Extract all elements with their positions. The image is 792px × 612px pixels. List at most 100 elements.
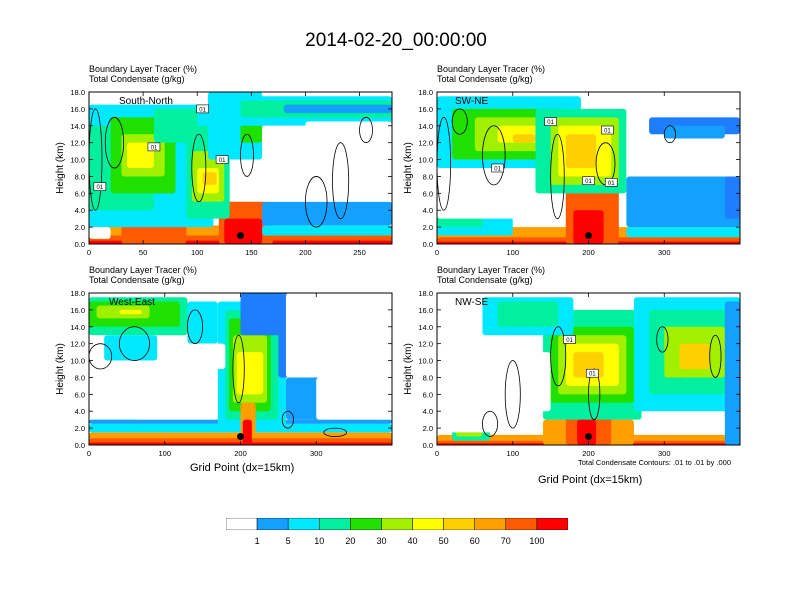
colorbar-swatch xyxy=(474,518,507,530)
contour-line xyxy=(281,410,294,429)
y-tick-label: 16.0 xyxy=(70,105,85,114)
colorbar-label: 40 xyxy=(407,536,418,546)
colorbar-label: 20 xyxy=(345,536,356,546)
heatmap-cell xyxy=(437,343,536,433)
y-tick-label: 12.0 xyxy=(70,139,85,148)
contour-label-box xyxy=(544,117,557,126)
contour-label: 01 xyxy=(566,338,573,344)
y-tick-label: 18.0 xyxy=(418,88,433,97)
colorbar-swatch xyxy=(287,518,320,530)
contour-line xyxy=(187,309,204,345)
contour-label: 01 xyxy=(608,181,615,187)
x-tick-label: 300 xyxy=(310,449,323,458)
colorbar-swatch xyxy=(350,518,382,530)
contour-label-box xyxy=(215,155,229,164)
y-tick-label: 2.0 xyxy=(423,223,433,232)
contour-line xyxy=(118,326,150,361)
contour-line xyxy=(482,410,498,437)
contour-line xyxy=(550,326,567,387)
heatmap-cell xyxy=(126,142,154,168)
y-axis-label: Height (km) xyxy=(55,142,66,194)
contour-line xyxy=(550,133,565,220)
heatmap-cell xyxy=(626,227,740,238)
plot-frame xyxy=(88,91,393,245)
panel-header-line1: Boundary Layer Tracer (%) xyxy=(437,265,546,275)
y-tick-label: 10.0 xyxy=(418,357,433,366)
colorbar-label: 70 xyxy=(500,536,511,546)
heatmap-cell xyxy=(262,225,392,236)
contour-line xyxy=(191,133,207,203)
y-tick-label: 4.0 xyxy=(75,206,85,215)
y-tick-label: 6.0 xyxy=(423,189,433,198)
panel-header-line1: Boundary Layer Tracer (%) xyxy=(437,64,546,74)
y-axis-label: Height (km) xyxy=(403,343,414,395)
y-tick-label: 14.0 xyxy=(418,323,433,332)
contour-label: 01 xyxy=(96,185,103,191)
colorbar-label: 50 xyxy=(438,536,449,546)
heatmap-field xyxy=(89,293,392,445)
panel-header-west-east: Boundary Layer Tracer (%) Total Condensa… xyxy=(89,265,197,285)
heatmap-cell xyxy=(224,218,263,244)
location-marker xyxy=(585,232,592,240)
x-tick-label: 200 xyxy=(582,449,595,458)
y-tick-label: 8.0 xyxy=(75,172,85,181)
y-tick-label: 10.0 xyxy=(70,156,85,165)
page-title: 2014-02-20_00:00:00 xyxy=(305,30,487,51)
y-tick-label: 8.0 xyxy=(423,172,433,181)
location-marker xyxy=(237,433,244,441)
heatmap-cell xyxy=(512,134,536,143)
panel-title: SW-NE xyxy=(455,96,488,107)
y-axis-label: Height (km) xyxy=(55,343,66,395)
contour-label-box xyxy=(196,104,209,114)
x-tick-label: 0 xyxy=(87,248,91,257)
y-tick-label: 16.0 xyxy=(70,306,85,315)
contour-label: 01 xyxy=(494,167,501,173)
x-tick-label: 100 xyxy=(191,248,204,257)
y-tick-label: 10.0 xyxy=(418,156,433,165)
colorbar-swatch xyxy=(226,518,258,530)
x-tick-label: 300 xyxy=(658,449,671,458)
x-tick-label: 150 xyxy=(245,248,258,257)
y-tick-label: 6.0 xyxy=(75,189,85,198)
contour-label: 01 xyxy=(547,120,554,126)
x-tick-label: 0 xyxy=(435,248,439,257)
colorbar-label: 30 xyxy=(376,536,387,546)
heatmap-cell xyxy=(89,227,111,239)
contour-line xyxy=(709,334,722,378)
heatmap-cell xyxy=(679,343,710,369)
heatmap-cell xyxy=(512,352,551,412)
contour-label-box xyxy=(585,368,599,378)
y-tick-label: 14.0 xyxy=(70,323,85,332)
y-tick-label: 6.0 xyxy=(423,390,433,399)
heatmap-cell xyxy=(316,377,392,420)
contour-line xyxy=(232,334,245,404)
colorbar-swatch xyxy=(412,518,444,530)
heatmap-cell xyxy=(577,419,597,445)
x-tick-label: 0 xyxy=(435,449,439,458)
heatmap-cell xyxy=(104,335,158,361)
x-tick-label: 50 xyxy=(139,248,147,257)
y-tick-label: 10.0 xyxy=(70,357,85,366)
contour-line xyxy=(323,427,347,437)
heatmap-cell xyxy=(283,104,392,114)
heatmap-cell xyxy=(565,134,597,168)
panel-header-nw-se: Boundary Layer Tracer (%) Total Condensa… xyxy=(437,265,545,285)
y-axis-label: Height (km) xyxy=(403,142,414,194)
heatmap-cell xyxy=(437,293,483,344)
heatmap-cell xyxy=(626,176,740,228)
panel-header-south-north: Boundary Layer Tracer (%) Total Condensa… xyxy=(89,64,197,84)
colorbar-label: 5 xyxy=(285,536,291,546)
y-tick-label: 16.0 xyxy=(418,105,433,114)
contour-label: 01 xyxy=(199,107,206,113)
contour-label-box xyxy=(147,142,161,152)
heatmap-cell xyxy=(724,176,740,219)
contour-label: 01 xyxy=(151,145,158,151)
y-tick-label: 2.0 xyxy=(423,424,433,433)
panel-header-line1: Boundary Layer Tracer (%) xyxy=(89,64,198,74)
contour-line xyxy=(305,176,328,228)
contour-label-box xyxy=(563,335,576,344)
contour-line xyxy=(504,360,521,429)
